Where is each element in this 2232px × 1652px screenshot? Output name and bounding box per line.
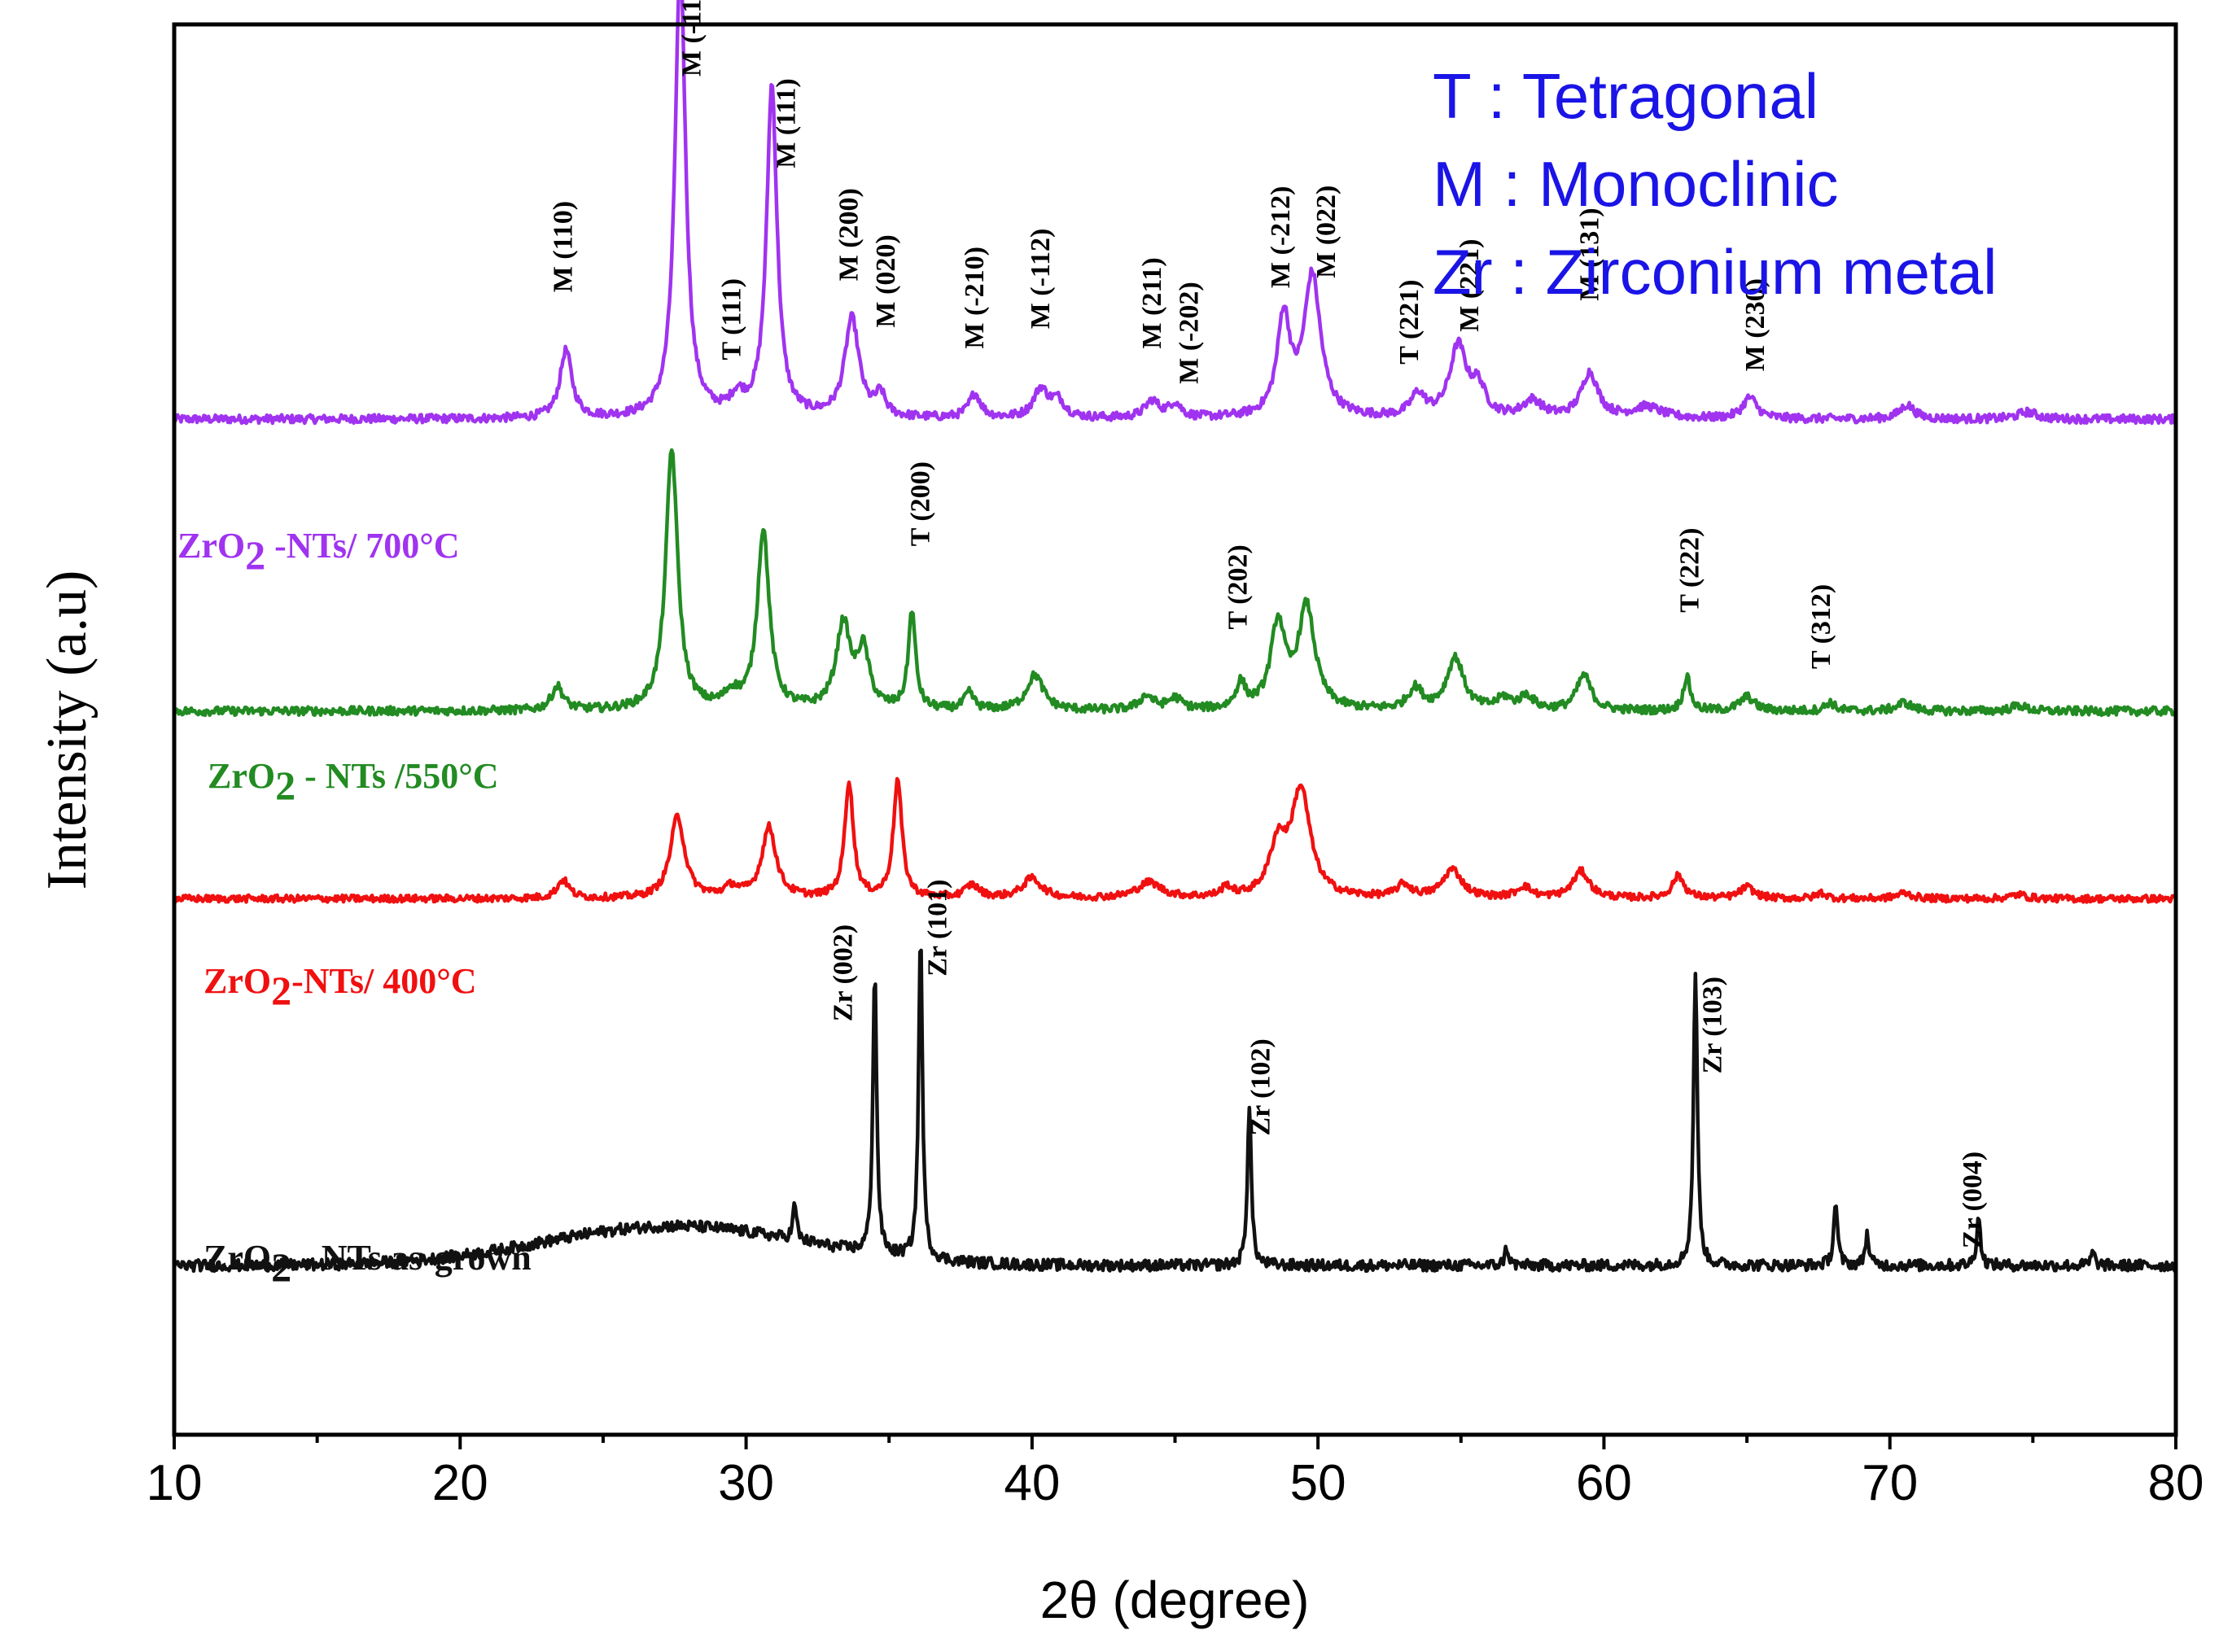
series-labels: ZrO2 -NTs/ 700°C ZrO2 - NTs /550°C ZrO2-NT… xyxy=(177,526,532,1290)
x-axis-title: 2θ (degree) xyxy=(1040,1571,1310,1629)
peak-label: M (221) xyxy=(1455,239,1485,332)
series-line-1 xyxy=(172,448,2178,718)
peak-label: M (111) xyxy=(771,78,801,168)
phase-legend-entry: T : Tetragonal xyxy=(1433,60,1818,132)
x-tick-label: 60 xyxy=(1576,1455,1632,1511)
peak-label: M (-202) xyxy=(1175,282,1205,384)
x-tick-label: 10 xyxy=(147,1455,203,1511)
peak-label: T (111) xyxy=(717,278,747,360)
peak-label: M (-212) xyxy=(1266,186,1296,289)
peak-label: M (020) xyxy=(871,234,901,327)
peak-label: M (230) xyxy=(1740,278,1770,371)
series-label: ZrO2 - NTs /550°C xyxy=(208,756,499,808)
x-tick-label: 80 xyxy=(2148,1455,2204,1511)
peak-label: Zr (103) xyxy=(1698,977,1728,1073)
phase-legend: T : Tetragonal M : Monoclinic Zr : Zirconi… xyxy=(1433,60,1997,308)
series-line-3 xyxy=(172,948,2178,1274)
peak-label: M (022) xyxy=(1311,186,1341,278)
x-tick-label: 30 xyxy=(718,1455,774,1511)
peak-label: T (222) xyxy=(1674,527,1705,612)
peak-label: Zr (101) xyxy=(923,879,953,976)
series-layer xyxy=(172,0,2178,1274)
x-tick-label: 50 xyxy=(1290,1455,1346,1511)
peak-label: Zr (002) xyxy=(829,924,859,1021)
series-line-0 xyxy=(172,0,2178,426)
peak-label: Zr (004) xyxy=(1958,1152,1988,1248)
peak-label: M (131) xyxy=(1574,208,1604,300)
x-axis-ticks: 10 20 30 40 50 60 70 80 xyxy=(147,1435,2204,1511)
series-line-2 xyxy=(173,776,2177,904)
series-label: ZrO2 - NTs as-grown xyxy=(204,1238,532,1290)
peak-label: M (110) xyxy=(548,201,578,292)
series-label: ZrO2-NTs/ 400°C xyxy=(204,961,477,1013)
peak-label: M (-111) xyxy=(676,0,707,76)
x-tick-label: 40 xyxy=(1004,1455,1060,1511)
peak-label: T (202) xyxy=(1223,544,1253,629)
x-tick-label: 20 xyxy=(432,1455,488,1511)
peak-label: T (200) xyxy=(905,461,935,546)
series-label: ZrO2 -NTs/ 700°C xyxy=(177,526,460,578)
peak-label: T (221) xyxy=(1394,279,1425,364)
peak-label: T (312) xyxy=(1806,584,1836,669)
x-tick-label: 70 xyxy=(1862,1455,1918,1511)
y-axis-title: Intensity (a.u) xyxy=(36,570,98,890)
peak-label: M (-112) xyxy=(1026,229,1056,330)
peak-label: Zr (102) xyxy=(1245,1038,1276,1135)
peak-label: M (-210) xyxy=(960,247,990,349)
peak-label: M (200) xyxy=(834,188,864,281)
peak-labels: M (110)M (-111)T (111)M (111)M (200)M (0… xyxy=(548,0,1988,1248)
phase-legend-entry: Zr : Zirconium metal xyxy=(1433,236,1997,308)
phase-legend-entry: M : Monoclinic xyxy=(1433,148,1838,220)
peak-label: M (211) xyxy=(1137,257,1167,348)
